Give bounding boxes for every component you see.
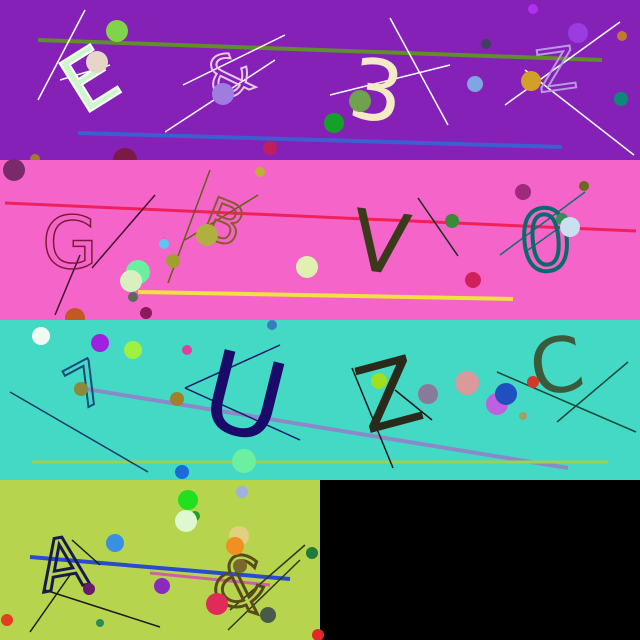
panel-4: A & xyxy=(0,480,324,640)
empty-area xyxy=(320,480,640,640)
panel-2-char-4: 0 xyxy=(515,190,577,292)
panel-1-noise-lines xyxy=(37,9,635,156)
panel-2: G B V 0 xyxy=(0,159,640,328)
panel-2-char-1: G xyxy=(42,201,98,285)
panel-3-noise-dots xyxy=(32,320,539,479)
panel-4-noise-lines xyxy=(29,539,306,633)
panel-2-char-3: V xyxy=(345,191,416,296)
panel-3: 7 U Z C xyxy=(0,318,640,480)
panel-3-noise-lines xyxy=(9,344,637,473)
panel-1-noise-dots xyxy=(30,4,628,172)
panel-1: E & 3 Z xyxy=(0,0,640,172)
panel-4-noise-dots xyxy=(1,486,324,640)
panel-2-background xyxy=(0,160,640,320)
